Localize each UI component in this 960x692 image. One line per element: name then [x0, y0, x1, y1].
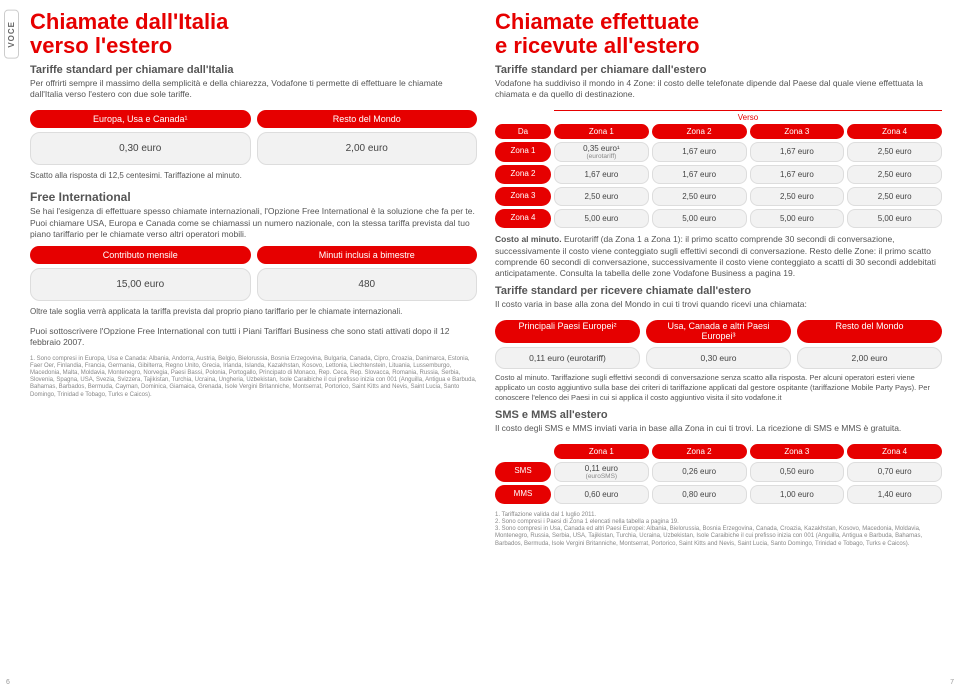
zone-cell: 1,67 euro: [750, 165, 845, 184]
left-subtitle: Tariffe standard per chiamare dall'Itali…: [30, 64, 477, 76]
costo-minuto: Costo al minuto. Eurotariff (da Zona 1 a…: [495, 234, 942, 278]
table1-h1: Resto del Mondo: [257, 110, 478, 128]
sms-title: SMS e MMS all'estero: [495, 409, 942, 421]
free-intl-note2: Puoi sottoscrivere l'Opzione Free Intern…: [30, 326, 477, 348]
zone-cell: 2,50 euro: [847, 142, 942, 162]
free-intl-title: Free International: [30, 190, 477, 204]
zone-cell: 1,67 euro: [652, 142, 747, 162]
free-intl-h1: Minuti inclusi a bimestre: [257, 246, 478, 264]
sms-ch3: Zona 4: [847, 444, 942, 459]
zone-cell: 2,50 euro: [847, 165, 942, 184]
zone-cell: 5,00 euro: [847, 209, 942, 228]
page-spread: Chiamate dall'Italia verso l'estero Tari…: [0, 0, 960, 556]
ricevere-values: 0,11 euro (eurotariff) 0,30 euro 2,00 eu…: [495, 347, 942, 369]
ricevere-headers: Principali Paesi Europei² Usa, Canada e …: [495, 320, 942, 344]
free-intl-h0: Contributo mensile: [30, 246, 251, 264]
sms-intro: Il costo degli SMS e MMS inviati varia i…: [495, 423, 942, 434]
ricevere-v0: 0,11 euro (eurotariff): [495, 347, 640, 369]
zone-ch2: Zona 3: [750, 124, 845, 139]
zone-cell: 2,50 euro: [652, 187, 747, 206]
right-title: Chiamate effettuate e ricevute all'ester…: [495, 10, 942, 58]
right-column: Chiamate effettuate e ricevute all'ester…: [495, 10, 942, 548]
sms-ch2: Zona 3: [750, 444, 845, 459]
table1-v0: 0,30 euro: [30, 132, 251, 165]
sms-cell: 1,00 euro: [750, 485, 845, 504]
ricevere-h1: Usa, Canada e altri Paesi Europei³: [646, 320, 791, 344]
right-footnote: 1. Tariffazione valida dal 1 luglio 2011…: [495, 512, 942, 548]
zone-row-label: Zona 4: [495, 209, 551, 228]
table1-headers: Europa, Usa e Canada¹ Resto del Mondo: [30, 110, 477, 128]
free-intl-note1: Oltre tale soglia verrà applicata la tar…: [30, 307, 477, 316]
zone-cell: 5,00 euro: [554, 209, 649, 228]
scatto-note: Scatto alla risposta di 12,5 centesimi. …: [30, 171, 477, 180]
zone-table: Da Verso Zona 1 Zona 2 Zona 3 Zona 4 Zon…: [495, 110, 942, 228]
free-intl-headers: Contributo mensile Minuti inclusi a bime…: [30, 246, 477, 264]
zone-row-label: Zona 2: [495, 165, 551, 184]
ricevere-intro: Il costo varia in base alla zona del Mon…: [495, 299, 942, 310]
zone-col-headers: Zona 1 Zona 2 Zona 3 Zona 4: [554, 124, 942, 139]
free-intl-para: Se hai l'esigenza di effettuare spesso c…: [30, 206, 477, 239]
right-subtitle: Tariffe standard per chiamare dall'ester…: [495, 64, 942, 76]
zone-cell: 2,50 euro: [847, 187, 942, 206]
ricevere-v1: 0,30 euro: [646, 347, 791, 369]
zone-row-label: Zona 3: [495, 187, 551, 206]
zone-cell: 0,35 euro¹(eurotariff): [554, 142, 649, 162]
sms-ch0: Zona 1: [554, 444, 649, 459]
left-column: Chiamate dall'Italia verso l'estero Tari…: [30, 10, 477, 548]
sms-row: MMS0,60 euro0,80 euro1,00 euro1,40 euro: [495, 485, 942, 504]
zone-cell: 1,67 euro: [652, 165, 747, 184]
ricevere-title: Tariffe standard per ricevere chiamate d…: [495, 285, 942, 297]
page-number-left: 6: [6, 679, 10, 686]
sms-row-label: MMS: [495, 485, 551, 504]
table1-h0: Europa, Usa e Canada¹: [30, 110, 251, 128]
zone-ch3: Zona 4: [847, 124, 942, 139]
sms-cell: 0,70 euro: [847, 462, 942, 482]
sms-cell: 0,60 euro: [554, 485, 649, 504]
zone-ch0: Zona 1: [554, 124, 649, 139]
sms-table: Zona 1 Zona 2 Zona 3 Zona 4 SMS0,11 euro…: [495, 444, 942, 504]
zone-cell: 2,50 euro: [554, 187, 649, 206]
ricevere-h0: Principali Paesi Europei²: [495, 320, 640, 344]
zone-row: Zona 32,50 euro2,50 euro2,50 euro2,50 eu…: [495, 187, 942, 206]
zone-row: Zona 21,67 euro1,67 euro1,67 euro2,50 eu…: [495, 165, 942, 184]
zone-cell: 1,67 euro: [554, 165, 649, 184]
sms-cell: 1,40 euro: [847, 485, 942, 504]
sms-cell: 0,11 euro(euroSMS): [554, 462, 649, 482]
right-intro: Vodafone ha suddiviso il mondo in 4 Zone…: [495, 78, 942, 100]
page-number-right: 7: [950, 679, 954, 686]
sms-cell: 0,50 euro: [750, 462, 845, 482]
ricevere-note: Costo al minuto. Tariffazione sugli effe…: [495, 373, 942, 402]
zone-cell: 5,00 euro: [750, 209, 845, 228]
zone-verso-label: Verso: [554, 110, 942, 122]
table1-v1: 2,00 euro: [257, 132, 478, 165]
sms-ch1: Zona 2: [652, 444, 747, 459]
free-intl-v1: 480: [257, 268, 478, 301]
zone-cell: 5,00 euro: [652, 209, 747, 228]
free-intl-values: 15,00 euro 480: [30, 268, 477, 301]
zone-ch1: Zona 2: [652, 124, 747, 139]
free-intl-v0: 15,00 euro: [30, 268, 251, 301]
zone-cell: 1,67 euro: [750, 142, 845, 162]
zone-cell: 2,50 euro: [750, 187, 845, 206]
zone-da-label: Da: [495, 124, 551, 139]
side-tab-voce: VOCE: [4, 10, 19, 59]
sms-row-label: SMS: [495, 462, 551, 482]
zone-row: Zona 45,00 euro5,00 euro5,00 euro5,00 eu…: [495, 209, 942, 228]
sms-cell: 0,26 euro: [652, 462, 747, 482]
ricevere-h2: Resto del Mondo: [797, 320, 942, 344]
zone-row-label: Zona 1: [495, 142, 551, 162]
left-title: Chiamate dall'Italia verso l'estero: [30, 10, 477, 58]
ricevere-v2: 2,00 euro: [797, 347, 942, 369]
sms-row: SMS0,11 euro(euroSMS)0,26 euro0,50 euro0…: [495, 462, 942, 482]
sms-cell: 0,80 euro: [652, 485, 747, 504]
left-footnote: 1. Sono compresi in Europa, Usa e Canada…: [30, 356, 477, 399]
zone-row: Zona 10,35 euro¹(eurotariff)1,67 euro1,6…: [495, 142, 942, 162]
left-intro: Per offrirti sempre il massimo della sem…: [30, 78, 477, 100]
table1-values: 0,30 euro 2,00 euro: [30, 132, 477, 165]
